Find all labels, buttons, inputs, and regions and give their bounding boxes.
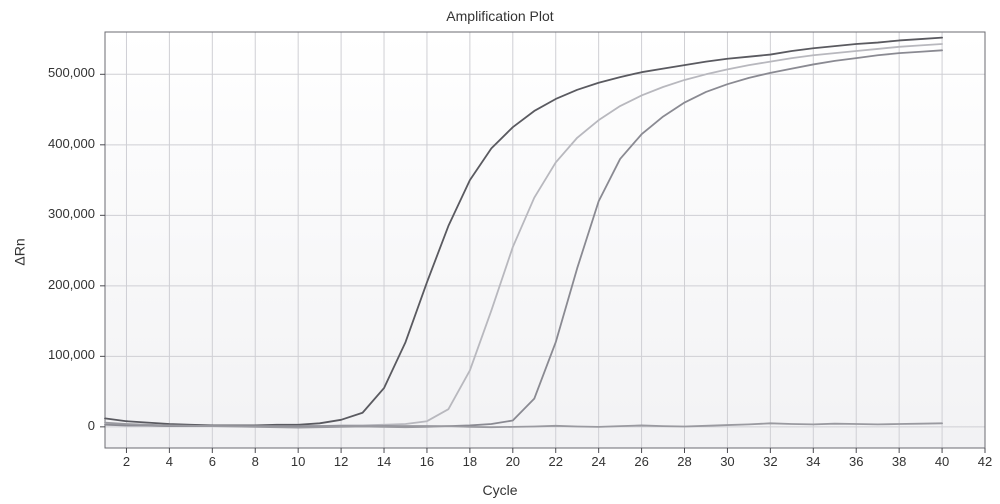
x-tick-label: 42 — [972, 454, 998, 469]
y-tick-label: 300,000 — [15, 206, 95, 221]
y-tick-label: 100,000 — [15, 347, 95, 362]
x-tick-label: 10 — [285, 454, 311, 469]
x-tick-label: 4 — [156, 454, 182, 469]
x-tick-label: 14 — [371, 454, 397, 469]
x-tick-label: 22 — [543, 454, 569, 469]
x-tick-label: 18 — [457, 454, 483, 469]
x-tick-label: 24 — [586, 454, 612, 469]
x-tick-label: 36 — [843, 454, 869, 469]
y-tick-label: 0 — [15, 418, 95, 433]
x-tick-label: 12 — [328, 454, 354, 469]
x-tick-label: 34 — [800, 454, 826, 469]
x-tick-label: 2 — [113, 454, 139, 469]
chart-svg — [0, 0, 1000, 504]
x-tick-label: 32 — [757, 454, 783, 469]
x-tick-label: 40 — [929, 454, 955, 469]
y-tick-label: 200,000 — [15, 277, 95, 292]
y-tick-label: 400,000 — [15, 136, 95, 151]
y-tick-label: 500,000 — [15, 65, 95, 80]
amplification-plot-chart: Amplification Plot ΔRn Cycle 0100,000200… — [0, 0, 1000, 504]
x-tick-label: 16 — [414, 454, 440, 469]
x-tick-label: 30 — [714, 454, 740, 469]
x-tick-label: 28 — [672, 454, 698, 469]
x-tick-label: 8 — [242, 454, 268, 469]
x-tick-label: 38 — [886, 454, 912, 469]
x-tick-label: 20 — [500, 454, 526, 469]
x-tick-label: 6 — [199, 454, 225, 469]
x-tick-label: 26 — [629, 454, 655, 469]
